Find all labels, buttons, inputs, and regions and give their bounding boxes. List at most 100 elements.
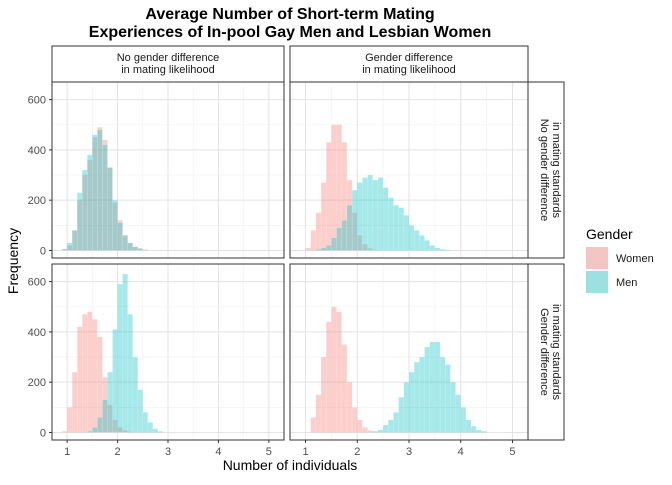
- histogram-bar-men: [351, 189, 358, 251]
- histogram-bar-men: [92, 134, 98, 251]
- histogram-bar-men: [331, 237, 337, 251]
- histogram-bar-men: [127, 314, 133, 433]
- histogram-bar-men: [465, 419, 472, 433]
- histogram-bar-women: [336, 124, 342, 251]
- x-tick-label: 2: [354, 446, 360, 458]
- histogram-bar-men: [393, 412, 399, 433]
- y-tick-label: 0: [40, 245, 46, 257]
- histogram-bar-men: [102, 144, 108, 251]
- legend-key-background: [586, 247, 608, 269]
- histogram-bar-women: [117, 427, 123, 433]
- x-tick-label: 4: [215, 446, 221, 458]
- histogram-bar-men: [372, 431, 379, 433]
- histogram-bar-men: [66, 242, 73, 251]
- histogram-bar-men: [117, 283, 123, 433]
- histogram-bar-men: [127, 242, 133, 251]
- histogram-bar-men: [414, 361, 420, 433]
- row-strip-label: in mating standards: [550, 122, 562, 218]
- histogram-bar-women: [326, 142, 332, 251]
- histogram-bar-women: [87, 311, 93, 433]
- chart-title-line: Average Number of Short-term Mating: [145, 6, 434, 23]
- x-tick-label: 4: [458, 446, 464, 458]
- panel-border: [51, 81, 285, 259]
- histogram-bar-men: [72, 230, 78, 251]
- y-tick-label: 600: [28, 277, 46, 289]
- histogram-bar-men: [377, 429, 384, 433]
- histogram-bar-men: [372, 179, 379, 251]
- row-strip: [527, 263, 565, 441]
- histogram-bar-men: [122, 273, 128, 433]
- histogram-bar-men: [87, 154, 93, 251]
- histogram-bar-men: [419, 356, 425, 433]
- histogram-bar-men: [439, 356, 446, 433]
- histogram-bar-men: [102, 399, 108, 433]
- histogram-bar-women: [77, 326, 83, 433]
- row-strip-label: Gender difference: [538, 308, 550, 396]
- histogram-bar-men: [336, 227, 342, 251]
- histogram-bar-women: [82, 174, 88, 251]
- histogram-bar-women: [132, 246, 138, 251]
- histogram-bar-men: [346, 205, 353, 251]
- histogram-bar-men: [414, 230, 420, 251]
- column-strip-label: No gender difference: [117, 52, 220, 64]
- histogram-bar-women: [341, 344, 348, 433]
- chart-title-line: Experiences of In-pool Gay Men and Lesbi…: [89, 24, 491, 41]
- column-strip-label: Gender difference: [365, 52, 453, 64]
- column-strip: [289, 45, 529, 83]
- legend-title: Gender: [586, 226, 633, 242]
- histogram-bar-women: [362, 427, 368, 433]
- histogram-bar-men: [419, 235, 425, 251]
- histogram-bar-men: [142, 249, 148, 251]
- histogram-bar-men: [450, 382, 456, 433]
- histogram-bar-women: [66, 407, 73, 433]
- row-strip: [527, 81, 565, 259]
- histogram-bar-women: [357, 235, 363, 251]
- x-tick-label: 1: [302, 446, 308, 458]
- histogram-bar-men: [97, 129, 103, 251]
- histogram-bar-men: [377, 177, 384, 251]
- histogram-bar-men: [403, 382, 410, 433]
- histogram-bar-men: [82, 169, 88, 251]
- histogram-bar-women: [112, 202, 118, 251]
- histogram-bar-men: [117, 222, 123, 251]
- legend-key-women: [586, 247, 608, 269]
- histogram-bar-women: [372, 431, 379, 433]
- histogram-bar-men: [147, 422, 154, 433]
- histogram-bar-women: [331, 306, 337, 433]
- histogram-bar-women: [331, 124, 337, 251]
- histogram-bar-men: [398, 207, 404, 251]
- histogram-bar-men: [357, 182, 363, 251]
- histogram-bar-women: [122, 235, 128, 251]
- histogram-bar-men: [429, 341, 436, 433]
- histogram-bar-men: [132, 246, 138, 251]
- histogram-bar-men: [460, 407, 467, 433]
- histogram-bar-men: [439, 249, 446, 251]
- histogram-bar-women: [351, 212, 358, 251]
- histogram-bar-women: [326, 321, 332, 433]
- histogram-bar-men: [326, 245, 332, 251]
- histogram-bar-women: [107, 404, 113, 433]
- histogram-bar-men: [157, 431, 164, 433]
- x-tick-label: 3: [406, 446, 412, 458]
- panel-border: [289, 81, 529, 259]
- histogram-bar-men: [137, 248, 143, 251]
- histogram-bar-men: [315, 249, 322, 251]
- histogram-bar-women: [137, 248, 143, 251]
- y-tick-label: 0: [40, 427, 46, 439]
- histogram-bar-women: [320, 356, 327, 433]
- histogram-bar-women: [77, 200, 83, 251]
- histogram-bar-women: [336, 311, 342, 433]
- histogram-bar-men: [388, 419, 394, 433]
- histogram-bar-men: [382, 424, 389, 433]
- x-tick-label: 1: [64, 446, 70, 458]
- row-strip-label: No gender difference: [538, 119, 550, 222]
- histogram-bar-men: [429, 245, 436, 251]
- histogram-bar-women: [362, 244, 368, 251]
- x-tick-label: 5: [509, 446, 515, 458]
- column-strip: [51, 45, 285, 83]
- histogram-bar-men: [403, 215, 410, 251]
- histogram-bar-men: [367, 174, 373, 251]
- column-strip-label: in mating likelihood: [362, 64, 456, 76]
- histogram-bar-men: [122, 235, 128, 251]
- histogram-bar-women: [351, 407, 358, 433]
